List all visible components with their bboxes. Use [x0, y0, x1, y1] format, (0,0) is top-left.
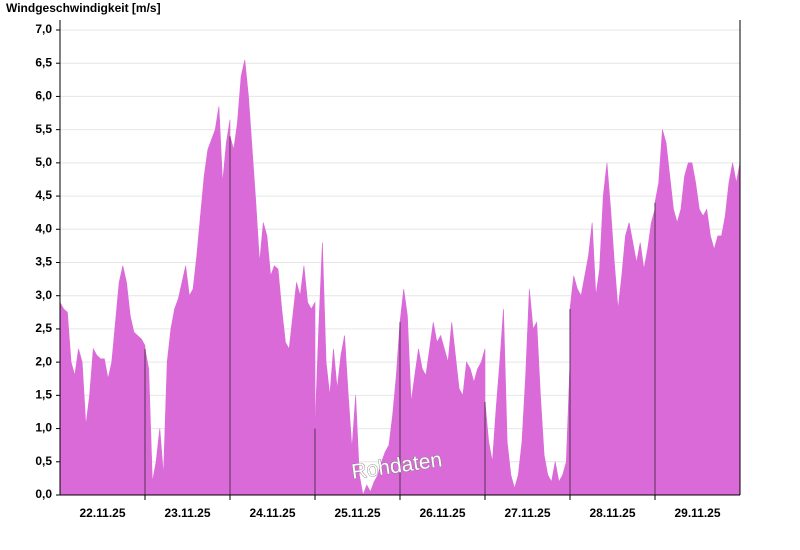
y-tick-label: 1,0	[35, 421, 52, 435]
area	[399, 289, 486, 496]
y-tick-label: 5,5	[35, 122, 52, 136]
area	[569, 162, 656, 496]
x-tick-label: 23.11.25	[164, 506, 210, 520]
x-tick-label: 28.11.25	[589, 506, 635, 520]
y-tick-label: 3,0	[35, 288, 52, 302]
y-tick-label: 5,0	[35, 155, 52, 169]
area	[229, 59, 316, 496]
chart-title: Windgeschwindigkeit [m/s]	[6, 1, 161, 15]
y-tick-label: 4,5	[35, 188, 52, 202]
y-tick-label: 2,0	[35, 354, 52, 368]
x-tick-label: 24.11.25	[249, 506, 295, 520]
y-tick-label: 4,0	[35, 221, 52, 235]
y-tick-label: 1,5	[35, 388, 52, 402]
area	[314, 242, 401, 497]
x-tick-label: 26.11.25	[419, 506, 465, 520]
y-tick-label: 0,5	[35, 454, 52, 468]
area	[654, 129, 741, 496]
y-tick-label: 6,5	[35, 55, 52, 69]
y-tick-label: 2,5	[35, 321, 52, 335]
y-tick-label: 0,0	[35, 487, 52, 501]
area	[144, 106, 231, 496]
x-tick-label: 29.11.25	[674, 506, 720, 520]
y-tick-label: 7,0	[35, 22, 52, 36]
area	[484, 289, 571, 496]
areas	[59, 59, 741, 497]
foreground: 0,0 0,5 1,0 1,5 2,0 2,5 3,0 3,5 4,0 4,5 5,0 5,5 6,0 6…	[35, 20, 741, 520]
x-tick-label: 22.11.25	[79, 506, 125, 520]
x-tick-label: 27.11.25	[504, 506, 550, 520]
x-tick-label: 25.11.25	[334, 506, 380, 520]
y-tick-label: 6,0	[35, 89, 52, 103]
y-tick-label: 3,5	[35, 255, 52, 269]
area	[59, 265, 146, 496]
